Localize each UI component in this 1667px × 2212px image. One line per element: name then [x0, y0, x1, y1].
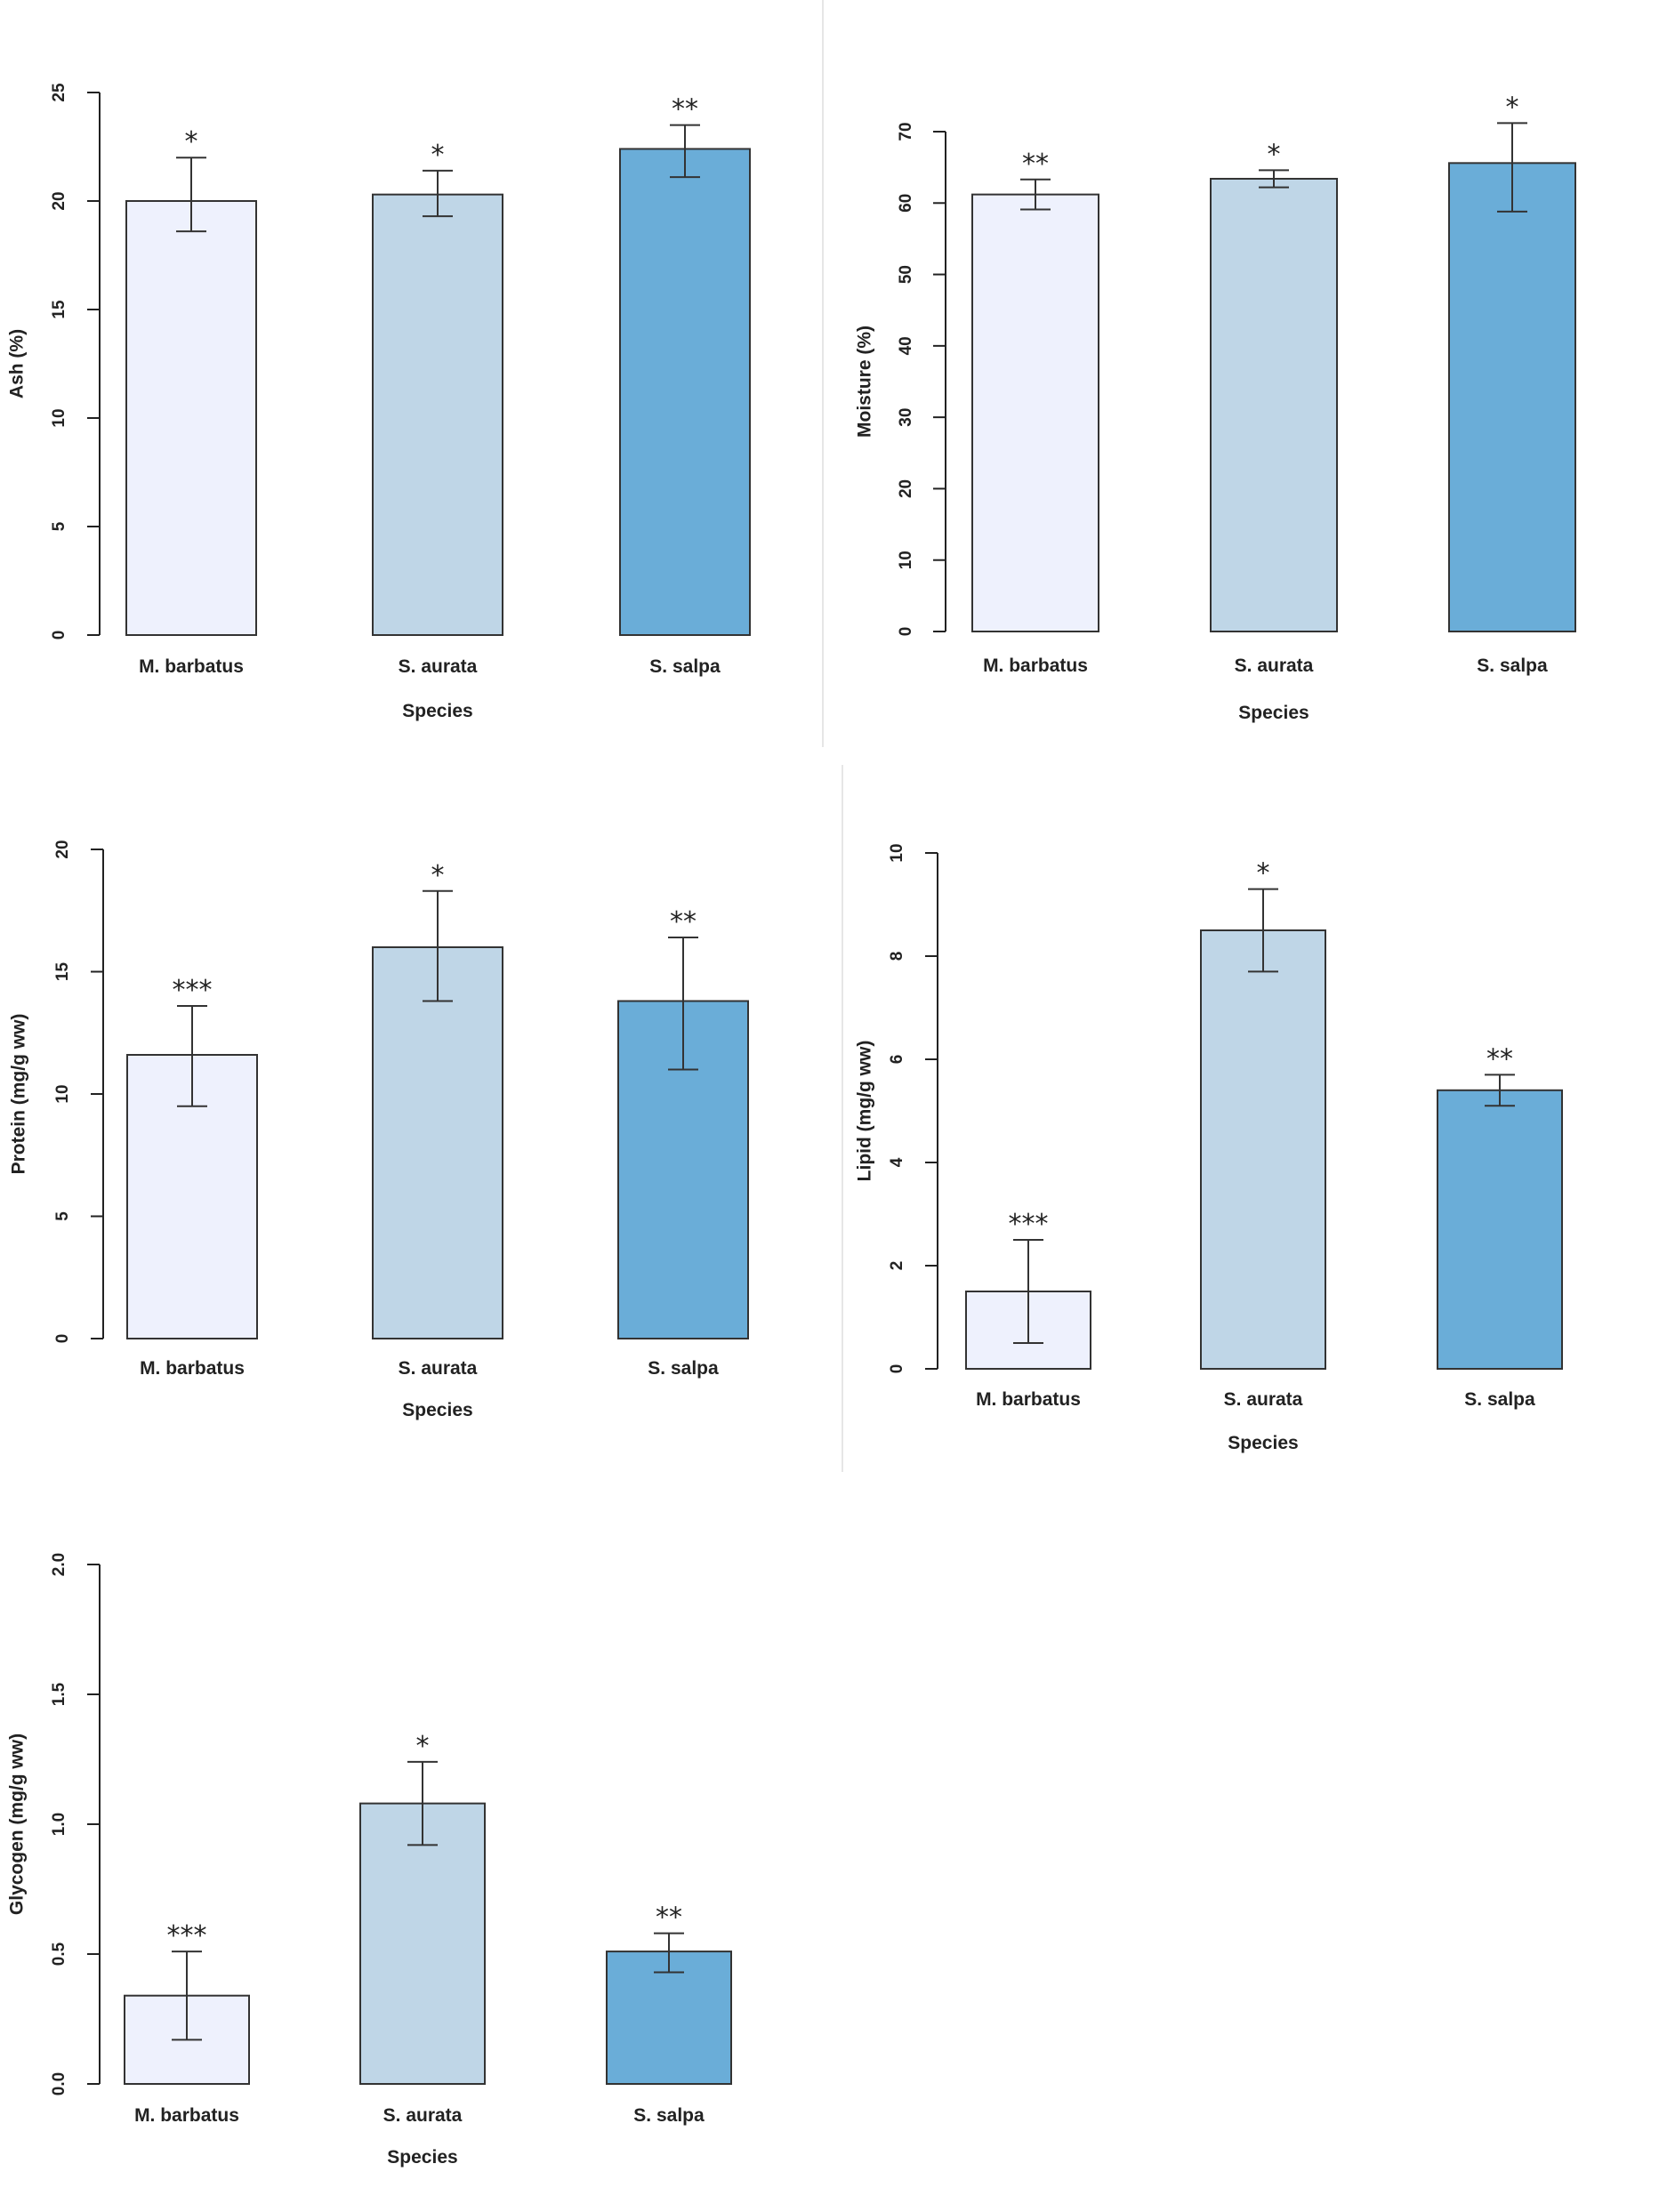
- y-tick-label: 5: [53, 1211, 72, 1221]
- bar-m-barbatus: [971, 193, 1099, 632]
- x-axis-title: Species: [387, 2147, 457, 2168]
- chart-lipid: 0 2 4 6 8 10 Lipid (mg/g ww) *** M. barbatus * S. …: [855, 843, 1563, 1453]
- category-label: S. aurata: [399, 656, 478, 677]
- chart-ash: 0 5 10 15 20 25 Ash (%) * M. barbatus * S. aurata *…: [7, 83, 751, 721]
- y-tick-label: 10: [897, 551, 915, 569]
- y-tick-label: 0.5: [50, 1942, 68, 1966]
- significance-label: **: [656, 1902, 682, 1934]
- y-tick-label: 15: [50, 300, 68, 319]
- y-tick-label: 4: [888, 1157, 906, 1167]
- y-tick-label: 20: [53, 840, 72, 858]
- y-axis-title: Protein (mg/g ww): [9, 1014, 29, 1175]
- category-label: M. barbatus: [139, 656, 244, 677]
- bar-s-aurata: [1200, 929, 1326, 1370]
- y-tick-label: 50: [897, 265, 915, 284]
- y-tick-label: 10: [50, 408, 68, 427]
- y-axis-title: Glycogen (mg/g ww): [7, 1733, 28, 1915]
- y-axis-title: Lipid (mg/g ww): [855, 1041, 875, 1182]
- significance-label: *: [416, 1731, 430, 1762]
- significance-label: *: [1268, 139, 1281, 170]
- category-label: S. salpa: [1464, 1389, 1535, 1410]
- bar-s-salpa: [1437, 1089, 1563, 1371]
- y-tick-label: 10: [888, 843, 906, 862]
- y-tick-label: 20: [50, 191, 68, 210]
- significance-label: ***: [1009, 1209, 1049, 1240]
- category-label: S. aurata: [1235, 656, 1314, 676]
- y-tick-label: 0.0: [50, 2072, 68, 2095]
- significance-label: **: [672, 94, 698, 125]
- significance-label: *: [431, 140, 445, 171]
- bar-m-barbatus: [125, 200, 257, 636]
- y-tick-label: 1.5: [50, 1682, 68, 1706]
- x-axis-title: Species: [402, 1400, 472, 1420]
- y-tick-label: 70: [897, 122, 915, 141]
- x-axis-title: Species: [402, 701, 472, 721]
- bar-s-salpa: [619, 148, 751, 636]
- category-label: M. barbatus: [976, 1389, 1081, 1410]
- y-tick-label: 2: [888, 1261, 906, 1271]
- significance-label: **: [1486, 1043, 1513, 1074]
- significance-label: ***: [173, 975, 213, 1006]
- significance-label: **: [670, 906, 697, 937]
- bar-s-salpa: [1448, 162, 1576, 632]
- y-tick-label: 0: [53, 1334, 72, 1344]
- y-axis-title: Moisture (%): [855, 326, 875, 438]
- y-tick-label: 0: [897, 627, 915, 637]
- category-label: S. salpa: [1477, 656, 1548, 676]
- y-tick-label: 2.0: [50, 1553, 68, 1576]
- significance-label: **: [1022, 149, 1049, 180]
- y-tick-label: 40: [897, 336, 915, 355]
- significance-label: *: [431, 860, 445, 891]
- significance-label: *: [1506, 92, 1519, 123]
- bar-s-aurata: [372, 193, 503, 636]
- y-tick-label: 20: [897, 479, 915, 498]
- y-tick-label: 6: [888, 1055, 906, 1065]
- category-label: M. barbatus: [134, 2105, 239, 2126]
- significance-label: *: [185, 126, 198, 157]
- bar-s-aurata: [359, 1802, 486, 2085]
- category-label: M. barbatus: [983, 656, 1088, 676]
- category-label: S. aurata: [383, 2105, 463, 2126]
- category-label: M. barbatus: [140, 1358, 245, 1379]
- bar-s-aurata: [372, 946, 503, 1339]
- y-tick-label: 10: [53, 1084, 72, 1103]
- category-label: S. salpa: [649, 656, 721, 677]
- significance-label: *: [1257, 858, 1270, 889]
- significance-label: ***: [167, 1920, 207, 1951]
- bar-s-aurata: [1210, 177, 1338, 632]
- category-label: S. salpa: [633, 2105, 705, 2126]
- x-axis-title: Species: [1238, 703, 1309, 723]
- category-label: S. aurata: [1224, 1389, 1303, 1410]
- x-axis-title: Species: [1228, 1433, 1298, 1453]
- y-tick-label: 0: [50, 631, 68, 640]
- y-tick-label: 30: [897, 408, 915, 427]
- y-tick-label: 15: [53, 962, 72, 982]
- y-tick-label: 60: [897, 194, 915, 213]
- category-label: S. aurata: [399, 1358, 478, 1379]
- y-tick-label: 1.0: [50, 1813, 68, 1836]
- y-axis-title: Ash (%): [7, 329, 28, 398]
- category-label: S. salpa: [648, 1358, 719, 1379]
- y-tick-label: 5: [50, 521, 68, 531]
- y-tick-label: 0: [888, 1364, 906, 1374]
- y-tick-label: 8: [888, 952, 906, 961]
- y-tick-label: 25: [50, 83, 68, 102]
